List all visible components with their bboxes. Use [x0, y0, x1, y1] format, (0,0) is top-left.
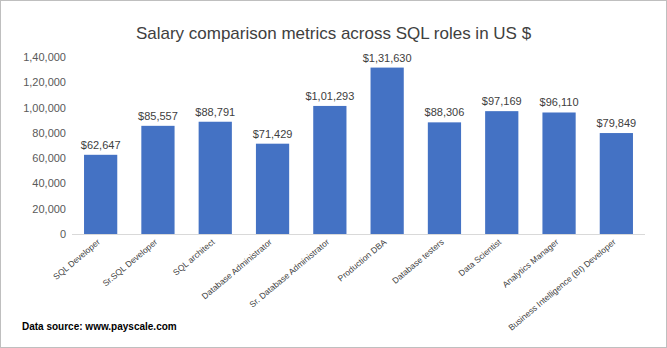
- x-tick-label: SQL Developer: [51, 237, 102, 282]
- data-label: $1,01,293: [305, 90, 354, 102]
- title: Salary comparison metrics across SQL rol…: [136, 24, 532, 43]
- x-tick-label: Data Scientist: [456, 236, 503, 278]
- x-tick-label: Database testers: [390, 237, 446, 286]
- data-label: $96,110: [540, 96, 579, 108]
- annotation: Data source: www.payscale.com: [22, 321, 177, 332]
- bar: [371, 68, 404, 234]
- data-label: $1,31,630: [363, 52, 412, 64]
- y-tick-label: 1,00,000: [23, 102, 66, 114]
- data-label: $71,429: [253, 128, 293, 140]
- bar: [256, 144, 289, 234]
- x-tick-label: Business Intelligence (BI) Developer: [506, 237, 618, 333]
- chart: Salary comparison metrics across SQL rol…: [0, 0, 667, 348]
- data-label: $97,169: [482, 95, 522, 107]
- bar: [141, 126, 174, 234]
- y-tick-label: 1,20,000: [23, 76, 66, 88]
- y-tick-label: 1,40,000: [23, 51, 66, 63]
- data-label: $62,647: [81, 139, 121, 151]
- data-label: $85,557: [138, 110, 178, 122]
- bar: [542, 112, 575, 234]
- bar: [485, 111, 518, 234]
- data-label: $79,849: [596, 117, 636, 129]
- x-axis-line: [72, 234, 645, 235]
- bar: [199, 122, 232, 234]
- bars: [84, 68, 633, 234]
- y-axis: 0 20,000 40,000 60,000 80,000 1,00,000 1,20,00…: [23, 51, 66, 240]
- x-tick-label: SQL architect: [171, 236, 217, 277]
- data-label: $88,306: [425, 106, 465, 118]
- data-label: $88,791: [195, 106, 235, 118]
- y-tick-label: 0: [60, 228, 66, 240]
- bar: [313, 106, 346, 234]
- x-tick-label: Sr. Database Administrator: [247, 237, 331, 310]
- y-tick-label: 60,000: [32, 152, 66, 164]
- y-tick-label: 40,000: [32, 177, 66, 189]
- bar: [84, 155, 117, 234]
- frame: [1, 1, 667, 348]
- chart-root: Salary comparison metrics across SQL rol…: [0, 0, 667, 348]
- bar: [600, 133, 633, 234]
- data-labels: $62,647 $85,557 $88,791 $71,429 $1,01,293 $1,…: [81, 52, 636, 151]
- x-tick-label: Analytics Manager: [500, 237, 560, 290]
- bar: [428, 122, 461, 234]
- x-tick-label: Sr.SQL Developer: [101, 237, 160, 289]
- x-tick-label: Production DBA: [336, 237, 389, 284]
- x-axis: SQL DeveloperSr.SQL Developer SQL archite…: [51, 236, 618, 332]
- y-tick-label: 80,000: [32, 127, 66, 139]
- y-tick-label: 20,000: [32, 203, 66, 215]
